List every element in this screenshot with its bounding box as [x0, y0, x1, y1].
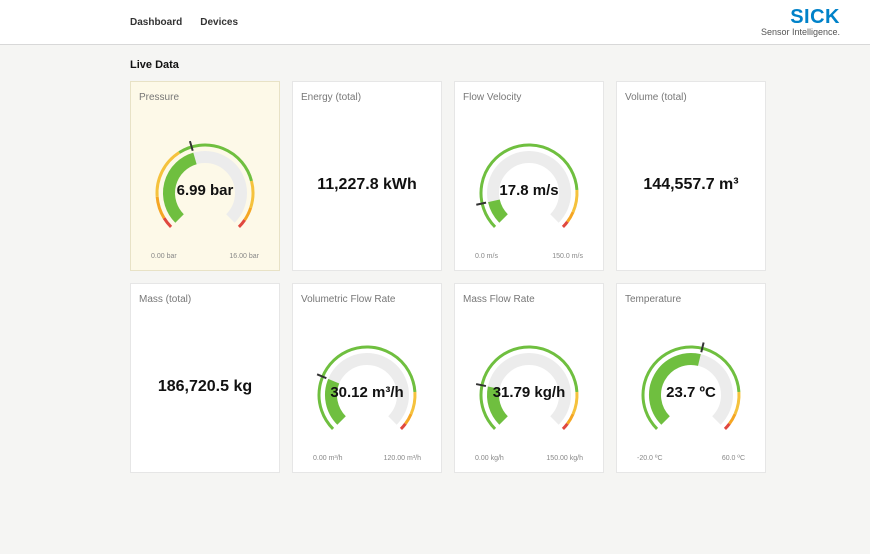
- gauge-value: 31.79 kg/h: [493, 384, 566, 401]
- card-grid: Pressure6.99 bar0.00 bar16.00 barEnergy …: [0, 81, 870, 473]
- header: Dashboard Devices SICK Sensor Intelligen…: [0, 0, 870, 45]
- card-title: Pressure: [139, 92, 271, 103]
- card-volume-total[interactable]: Volume (total) 144,557.7 m³: [616, 81, 766, 271]
- gauge-value: 17.8 m/s: [499, 182, 558, 199]
- card-title: Volume (total): [625, 92, 757, 103]
- gauge: 31.79 kg/h: [464, 327, 594, 457]
- card-body: 30.12 m³/h: [301, 311, 433, 473]
- gauge-value: 6.99 bar: [177, 182, 234, 199]
- card-pressure[interactable]: Pressure6.99 bar0.00 bar16.00 bar: [130, 81, 280, 271]
- card-temperature[interactable]: Temperature23.7 ºC-20.0 ºC60.0 ºC: [616, 283, 766, 473]
- metric-value: 144,557.7 m³: [643, 176, 738, 194]
- card-flow-velocity[interactable]: Flow Velocity17.8 m/s0.0 m/s150.0 m/s: [454, 81, 604, 271]
- card-title: Volumetric Flow Rate: [301, 294, 433, 305]
- card-volumetric-flow-rate[interactable]: Volumetric Flow Rate30.12 m³/h0.00 m³/h1…: [292, 283, 442, 473]
- nav-dashboard[interactable]: Dashboard: [130, 17, 182, 28]
- gauge: 23.7 ºC: [626, 327, 756, 457]
- card-title: Flow Velocity: [463, 92, 595, 103]
- nav-devices[interactable]: Devices: [200, 17, 238, 28]
- card-body: 31.79 kg/h: [463, 311, 595, 473]
- card-mass-flow-rate[interactable]: Mass Flow Rate31.79 kg/h0.00 kg/h150.00 …: [454, 283, 604, 473]
- gauge-value: 23.7 ºC: [666, 384, 716, 401]
- card-body: 186,720.5 kg: [139, 311, 271, 462]
- card-title: Energy (total): [301, 92, 433, 103]
- card-body: 17.8 m/s: [463, 109, 595, 271]
- brand: SICK Sensor Intelligence.: [761, 7, 840, 37]
- card-body: 144,557.7 m³: [625, 109, 757, 260]
- gauge-value: 30.12 m³/h: [330, 384, 403, 401]
- card-title: Temperature: [625, 294, 757, 305]
- metric-value: 186,720.5 kg: [158, 378, 252, 396]
- section-title: Live Data: [130, 59, 870, 71]
- card-title: Mass Flow Rate: [463, 294, 595, 305]
- brand-tagline: Sensor Intelligence.: [761, 27, 840, 37]
- gauge: 6.99 bar: [140, 125, 270, 255]
- card-body: 23.7 ºC: [625, 311, 757, 473]
- card-body: 6.99 bar: [139, 109, 271, 271]
- card-energy-total[interactable]: Energy (total) 11,227.8 kWh: [292, 81, 442, 271]
- gauge: 30.12 m³/h: [302, 327, 432, 457]
- card-mass-total[interactable]: Mass (total) 186,720.5 kg: [130, 283, 280, 473]
- brand-logo: SICK: [761, 7, 840, 27]
- nav: Dashboard Devices: [130, 17, 238, 28]
- metric-value: 11,227.8 kWh: [317, 176, 417, 194]
- card-body: 11,227.8 kWh: [301, 109, 433, 260]
- gauge: 17.8 m/s: [464, 125, 594, 255]
- card-title: Mass (total): [139, 294, 271, 305]
